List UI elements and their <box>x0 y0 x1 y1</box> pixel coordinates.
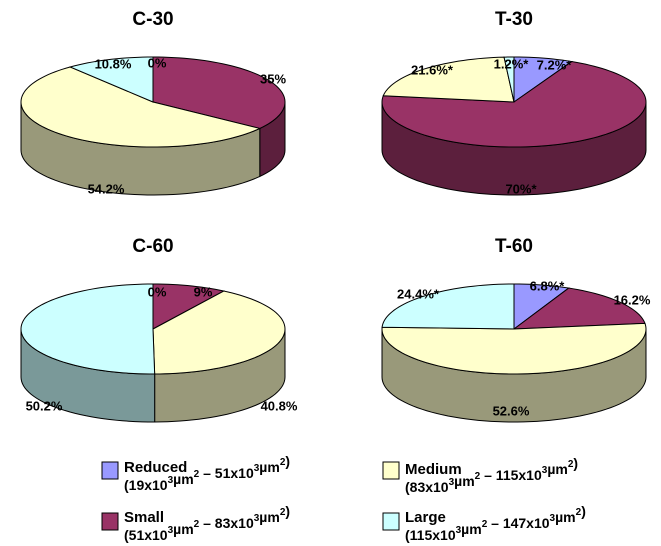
legend-label: Reduced <box>124 459 187 476</box>
pie-slice-large <box>503 56 515 103</box>
pie-chart-2: T-30 7.2%* 70%* 21.6%* 1.2%* <box>381 9 647 196</box>
pie-slice-large <box>381 283 515 330</box>
slice-label-reduced: 0% <box>148 284 167 299</box>
legend-label: Small <box>124 509 164 526</box>
pie-chart-3: C-60 0% 9% 40.8% 50.2% <box>20 236 298 423</box>
slice-label-large: 50.2% <box>26 398 63 413</box>
legend-swatch-large <box>382 512 400 531</box>
charts-area: C-30 0% 35% 54.2% 10.8% T-30 7.2%* 70%* 21.6%* 1.… <box>20 9 651 423</box>
slice-label-medium: 54.2% <box>88 181 125 196</box>
pie-slice-reduced <box>513 283 570 330</box>
pie-slice-medium <box>381 322 647 375</box>
slice-label-medium: 21.6%* <box>411 62 454 77</box>
chart-title: T-30 <box>495 9 533 30</box>
slice-labels: 0% 9% 40.8% 50.2% <box>26 284 298 413</box>
pie-slice-large <box>68 56 154 103</box>
slice-labels: 0% 35% 54.2% 10.8% <box>88 55 287 196</box>
legend-item-reduced: Reduced(19x103µm2 – 51x103µm2) <box>101 453 290 493</box>
slice-labels: 6.8%* 16.2% 52.6% 24.4%* <box>397 278 651 418</box>
chart-title: C-60 <box>132 236 173 257</box>
legend-swatch-medium <box>382 461 400 480</box>
pie-slice-large <box>20 283 156 375</box>
slice-label-large: 1.2%* <box>494 56 530 71</box>
slice-label-small: 70%* <box>505 181 537 196</box>
legend: Reduced(19x103µm2 – 51x103µm2) Small(51x1… <box>101 453 586 543</box>
pie-slice-medium <box>20 66 262 148</box>
pie-slice-small <box>152 56 286 129</box>
legend-item-large: Large(115x103µm2 – 147x103µm2) <box>382 503 586 543</box>
pie-slice-medium <box>152 290 286 375</box>
legend-range: (115x103µm2 – 147x103µm2) <box>405 503 586 543</box>
slice-label-medium: 40.8% <box>261 398 298 413</box>
legend-label: Medium <box>405 461 462 478</box>
legend-label: Large <box>405 509 446 526</box>
slice-label-reduced: 0% <box>148 55 167 70</box>
pie-slice-small <box>381 61 647 148</box>
legend-range: (19x103µm2 – 51x103µm2) <box>124 453 290 493</box>
slice-label-small: 9% <box>194 284 213 299</box>
pie-slice-reduced <box>513 56 573 103</box>
legend-range: (51x103µm2 – 83x103µm2) <box>124 503 290 543</box>
legend-swatch-small <box>101 512 119 531</box>
slice-label-medium: 52.6% <box>493 403 530 418</box>
pie-slices <box>381 56 647 148</box>
pie-slice-medium <box>382 56 515 103</box>
slice-labels: 7.2%* 70%* 21.6%* 1.2%* <box>411 56 572 196</box>
pie-slices <box>20 56 286 148</box>
slice-label-small: 35% <box>260 71 286 86</box>
pie-chart-1: C-30 0% 35% 54.2% 10.8% <box>20 9 287 196</box>
slice-label-small: 16.2% <box>614 292 651 307</box>
pie-slices <box>20 283 286 375</box>
pie-sides <box>20 101 286 196</box>
slice-label-large: 24.4%* <box>397 286 440 301</box>
slice-label-reduced: 6.8%* <box>530 278 566 293</box>
pie-slice-small <box>152 283 226 330</box>
pie-chart-4: T-60 6.8%* 16.2% 52.6% 24.4%* <box>381 236 651 423</box>
legend-item-small: Small(51x103µm2 – 83x103µm2) <box>101 503 290 543</box>
chart-title: C-30 <box>132 9 173 30</box>
slice-label-large: 10.8% <box>95 56 132 71</box>
pie-slices <box>381 283 647 375</box>
slice-label-reduced: 7.2%* <box>537 57 573 72</box>
legend-range: (83x103µm2 – 115x103µm2) <box>405 455 578 495</box>
legend-item-medium: Medium(83x103µm2 – 115x103µm2) <box>382 455 578 495</box>
chart-title: T-60 <box>495 236 533 257</box>
legend-swatch-reduced <box>101 461 119 480</box>
pie-slice-small <box>512 287 646 330</box>
